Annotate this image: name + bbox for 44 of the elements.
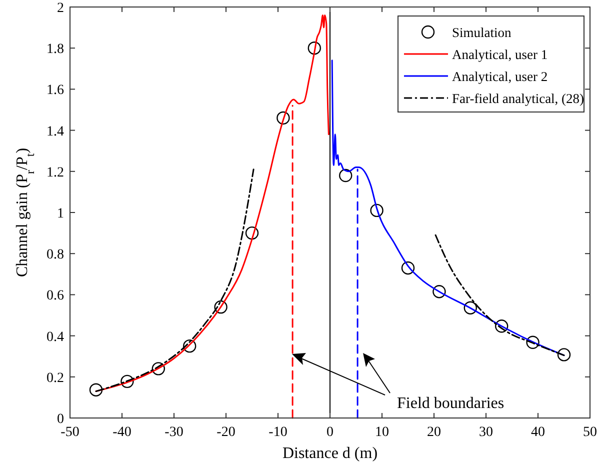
point	[308, 42, 321, 55]
point	[464, 301, 477, 314]
x-axis-title: Distance d (m)	[282, 445, 378, 462]
x-tick-label: 40	[531, 425, 545, 440]
point	[432, 285, 446, 298]
x-tick-label: 30	[479, 425, 493, 440]
point	[526, 336, 540, 349]
y-tick-label: 0.2	[46, 370, 64, 386]
x-tick-label: -40	[112, 425, 132, 440]
y-tick-label: 1.4	[46, 124, 64, 140]
point	[89, 383, 103, 396]
y-tick-label: 0.8	[46, 248, 64, 263]
point	[339, 168, 352, 182]
point	[214, 300, 228, 314]
legend-label: Analytical, user 1	[452, 47, 548, 62]
x-tick-label: -20	[216, 425, 236, 440]
legend-label: Far-field analytical, (28)	[452, 91, 584, 106]
legend-label: Analytical, user 2	[452, 69, 548, 84]
point	[120, 374, 134, 388]
point	[152, 362, 165, 376]
point	[276, 111, 290, 125]
legend-label: Simulation	[452, 25, 512, 40]
x-tick-label: 50	[583, 425, 597, 440]
y-tick-label: 1.8	[46, 42, 64, 58]
y-tick-label: 1.6	[46, 83, 64, 98]
x-tick-label: 0	[326, 425, 334, 440]
y-tick-label: 0.6	[46, 288, 64, 304]
x-tick-label: 10	[375, 425, 389, 440]
point	[495, 320, 508, 333]
x-tick-label: -50	[60, 425, 80, 440]
y-tick-label: 1.2	[46, 165, 64, 180]
point	[557, 348, 571, 362]
point	[245, 226, 259, 240]
x-tick-label: -30	[164, 425, 184, 440]
point	[183, 339, 196, 353]
point	[370, 204, 384, 218]
y-tick-label: 2	[57, 1, 64, 16]
x-tick-label: 20	[427, 425, 441, 440]
y-tick-label: 1	[57, 206, 64, 222]
annotation: Field boundaries	[397, 395, 504, 412]
y-tick-label: 0.4	[46, 330, 64, 345]
x-tick-label: -10	[268, 425, 288, 440]
point	[401, 261, 415, 275]
y-tick-label: 0	[57, 412, 64, 427]
